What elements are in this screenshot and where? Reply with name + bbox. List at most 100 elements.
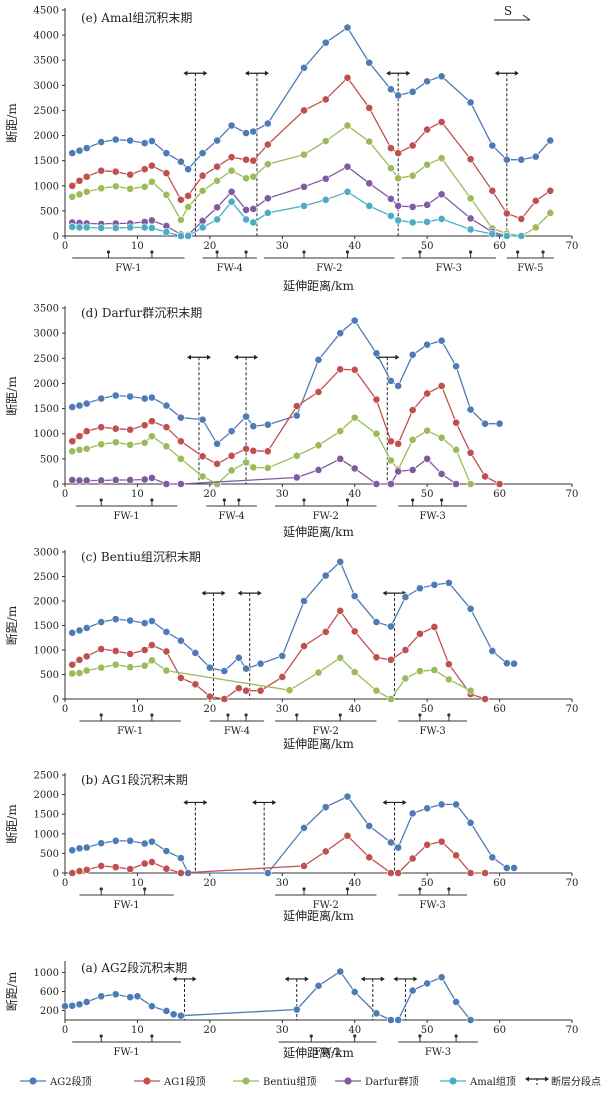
segment-marker-dot — [440, 498, 444, 502]
segment-label: FW-2 — [314, 1047, 340, 1058]
x-tick-label: 70 — [566, 878, 579, 889]
data-point — [97, 862, 106, 870]
data-point — [263, 119, 272, 128]
data-point — [140, 394, 149, 403]
data-point — [242, 412, 250, 421]
data-point — [97, 224, 106, 232]
y-tick-label: 0 — [53, 480, 59, 491]
data-point — [111, 135, 120, 144]
data-point — [350, 413, 359, 422]
data-point — [343, 187, 352, 196]
data-point — [415, 584, 424, 593]
segment-marker-dot — [469, 250, 473, 254]
segment-marker-dot — [454, 1034, 458, 1038]
fault-arrow-right — [192, 976, 197, 982]
data-point — [176, 437, 185, 446]
data-point — [437, 190, 446, 199]
y-tick-label: 2000 — [34, 597, 59, 608]
data-point — [198, 186, 207, 195]
x-tick-label: 0 — [62, 489, 68, 500]
data-point — [278, 651, 287, 660]
data-point — [82, 666, 91, 675]
data-point — [387, 838, 395, 847]
data-point — [126, 650, 135, 658]
data-point — [343, 23, 352, 32]
legend-marker — [29, 1077, 37, 1085]
data-point — [126, 993, 135, 1002]
segment-marker-dot — [338, 713, 342, 717]
fault-arrow-right — [206, 354, 211, 360]
data-point — [111, 647, 120, 655]
fault-arrow-left — [284, 976, 289, 982]
fault-arrow-left — [393, 976, 398, 982]
data-point — [444, 675, 453, 684]
segment-marker-dot — [150, 250, 154, 254]
data-point — [97, 184, 106, 193]
data-point — [213, 176, 221, 185]
data-point — [452, 362, 461, 371]
data-point — [148, 137, 156, 145]
data-point — [198, 415, 207, 424]
x-tick-label: 70 — [566, 1025, 579, 1036]
segment-marker-dot — [295, 713, 299, 717]
data-point — [517, 232, 526, 240]
x-tick-label: 70 — [566, 704, 579, 715]
data-point — [75, 445, 84, 454]
data-point — [162, 480, 171, 488]
fault-arrow-right — [380, 976, 385, 982]
data-point — [68, 669, 77, 678]
data-point — [234, 653, 243, 662]
data-point — [191, 649, 200, 657]
data-point — [387, 622, 395, 631]
data-point — [387, 144, 395, 153]
data-point — [242, 174, 250, 183]
legend-marker — [143, 1077, 151, 1085]
segment-label: FW-1 — [113, 1047, 139, 1058]
data-point — [169, 1010, 178, 1019]
segment-marker-dot — [99, 713, 103, 717]
segment-label: FW-3 — [419, 511, 445, 522]
data-point — [97, 138, 106, 146]
data-point — [408, 87, 417, 96]
data-point — [140, 661, 149, 670]
data-point — [321, 174, 330, 183]
data-point — [466, 225, 475, 234]
data-point — [394, 201, 403, 210]
data-point — [517, 155, 526, 164]
data-point — [387, 480, 395, 488]
data-point — [82, 444, 91, 453]
segment-label: FW-1 — [113, 511, 139, 522]
data-point — [466, 214, 475, 223]
data-point — [401, 646, 410, 654]
data-point — [300, 642, 308, 650]
x-tick-label: 20 — [203, 241, 216, 252]
data-point — [423, 160, 432, 169]
y-tick-label: 4000 — [34, 31, 59, 42]
x-tick-label: 10 — [131, 704, 144, 715]
data-point — [408, 171, 417, 180]
data-point — [372, 480, 381, 488]
segment-label: FW-1 — [113, 900, 139, 911]
data-point — [140, 421, 149, 430]
legend: AG2段顶 AG1段顶 Bentiu组顶 Darfur群顶 Amal组顶 断层分段点 — [20, 1075, 601, 1088]
data-point — [437, 973, 446, 982]
data-point — [82, 624, 91, 632]
data-point — [365, 201, 374, 210]
fault-arrow-right — [514, 70, 519, 76]
y-axis-label: 断距/m — [4, 804, 19, 844]
data-point — [394, 174, 403, 183]
data-point — [68, 181, 77, 190]
data-point — [227, 166, 236, 175]
data-point — [408, 986, 417, 995]
data-point — [82, 172, 91, 181]
x-tick-label: 0 — [62, 878, 68, 889]
legend-marker — [242, 1077, 250, 1085]
data-point — [75, 844, 84, 853]
data-point — [242, 205, 250, 214]
data-point — [466, 98, 475, 107]
segment-marker-dot — [302, 250, 306, 254]
segment-label: FW-3 — [419, 726, 445, 737]
legend-label: Amal组顶 — [469, 1075, 516, 1088]
data-point — [452, 851, 461, 860]
direction-arrow-head — [522, 14, 531, 21]
